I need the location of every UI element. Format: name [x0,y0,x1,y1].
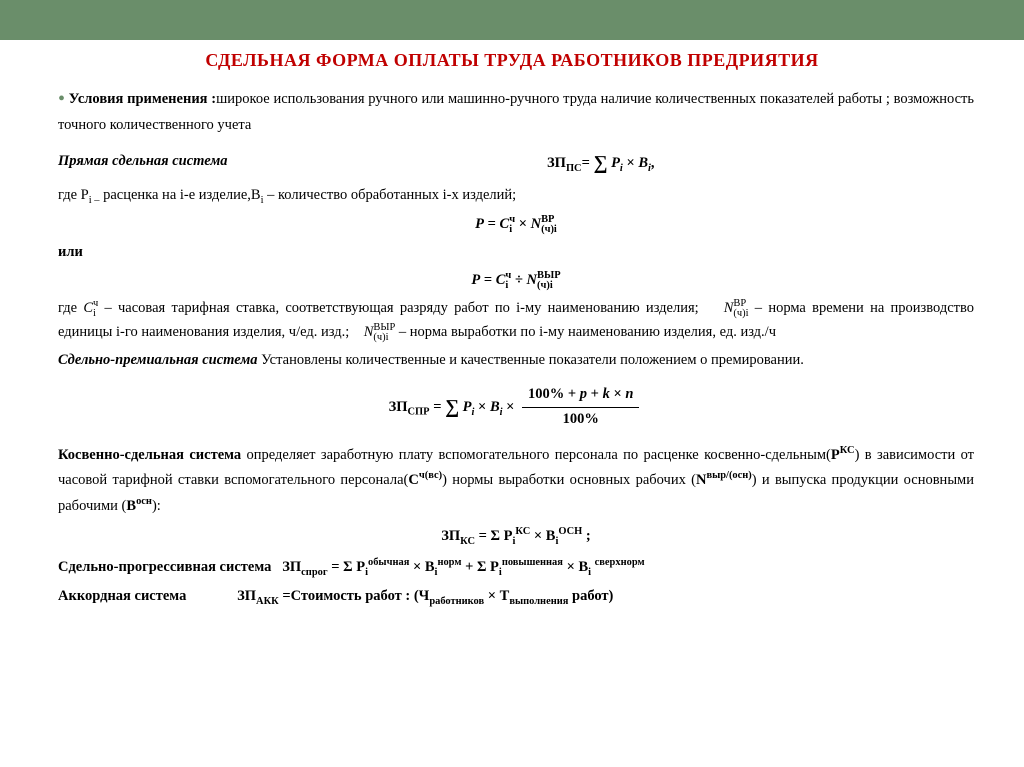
or-text: или [58,241,974,265]
system-progressive: Сдельно-прогрессивная система ЗПспрог = … [58,554,974,581]
bullet-icon: • [58,88,65,110]
p-where: где Cчi – часовая тарифная ставка, соотв… [58,297,974,345]
slide-content: • Условия применения :широкое использова… [0,81,1024,610]
system-bonus-label: Сдельно-премиальная система [58,352,258,368]
header-bar [0,0,1024,40]
system-indirect: Косвенно-сдельная система определяет зар… [58,442,974,519]
system-bonus: Сдельно-премиальная система Установлены … [58,349,974,373]
system-direct-label: Прямая сдельная система [58,150,228,174]
p-formula-2: P = Cчi ÷ NВЫР(ч)i [58,269,974,293]
system-bonus-text: Установлены количественные и качественны… [261,352,804,368]
system-accord: Аккордная система ЗПАКК =Стоимость работ… [58,585,974,610]
system-direct-where: где Pi – расценка на i-е изделие,Bi – ко… [58,184,974,209]
system-bonus-formula: ЗПСПР = ∑ Pi × Bi × 100% + p + k × n100% [58,383,974,432]
system-direct-row: Прямая сдельная система ЗППС= ∑ Pi × Bi, [58,146,974,178]
conditions-label: Условия применения : [69,91,216,107]
slide-title: СДЕЛЬНАЯ ФОРМА ОПЛАТЫ ТРУДА РАБОТНИКОВ П… [0,40,1024,77]
system-indirect-formula: ЗПКС = Σ PiКС × BiОСН ; [58,523,974,550]
conditions: • Условия применения :широкое использова… [58,81,974,138]
system-direct-formula: ЗППС= ∑ Pi × Bi, [228,146,974,178]
p-formula-1: P = Cчi × NВР(ч)i [58,213,974,237]
